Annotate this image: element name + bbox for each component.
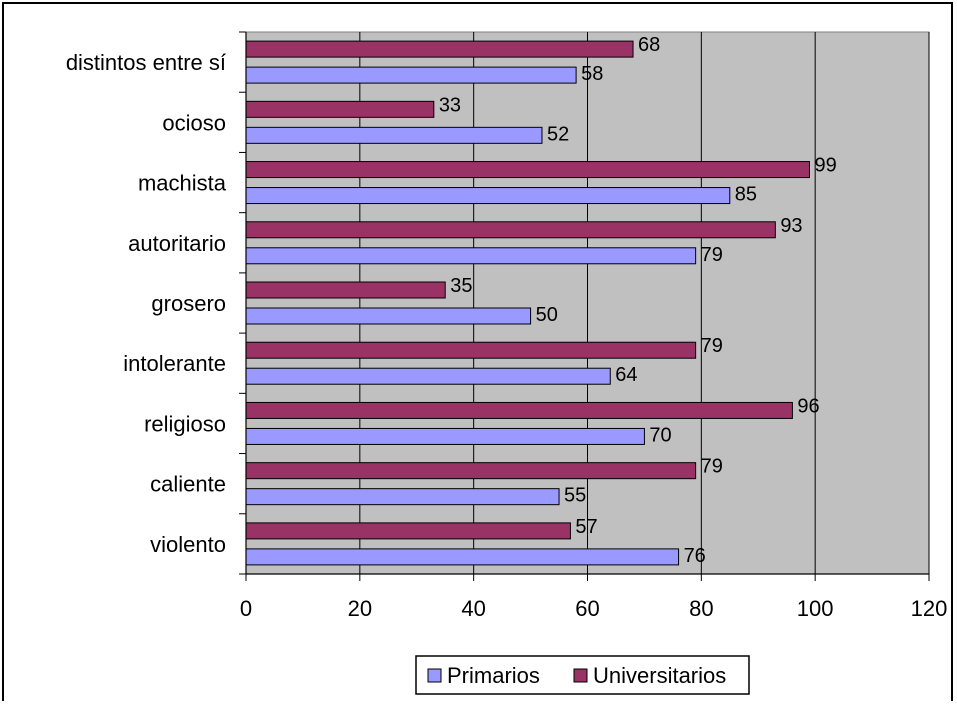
bar-primarios	[245, 427, 645, 445]
legend-swatch-primarios	[427, 668, 442, 683]
bar-universitarios	[245, 462, 697, 480]
data-label-primarios: 64	[615, 364, 637, 386]
data-label-universitarios: 68	[638, 34, 660, 56]
x-tick-label: 20	[348, 596, 372, 621]
category-label: religioso	[144, 411, 226, 436]
bar-primarios	[245, 126, 543, 144]
bar-universitarios	[245, 100, 435, 118]
bar-primarios	[245, 66, 577, 84]
bar-universitarios	[245, 401, 793, 419]
bar-universitarios	[245, 221, 776, 239]
bar-primarios	[245, 247, 697, 265]
data-label-universitarios: 79	[701, 456, 723, 478]
bar-chart: distintos entre sí ocioso machista autorita…	[66, 31, 947, 695]
data-label-primarios: 58	[581, 63, 603, 85]
category-label: grosero	[151, 291, 226, 316]
bar-primarios	[245, 307, 532, 325]
bar-primarios	[245, 367, 611, 385]
category-label: ocioso	[162, 110, 226, 135]
category-label: autoritario	[128, 231, 226, 256]
data-label-universitarios: 96	[797, 395, 819, 417]
x-tick-label: 100	[797, 596, 834, 621]
gridlines	[359, 32, 930, 574]
data-label-primarios: 79	[701, 244, 723, 266]
data-label-universitarios: 79	[701, 335, 723, 357]
x-tick-label: 120	[911, 596, 948, 621]
legend-swatch-universitarios	[573, 668, 588, 683]
category-label: intolerante	[123, 351, 226, 376]
bar-universitarios	[245, 161, 810, 179]
data-label-universitarios: 33	[439, 94, 461, 116]
x-tick-label: 80	[689, 596, 713, 621]
category-labels: distintos entre sí ocioso machista autorita…	[66, 50, 227, 557]
category-label: violento	[150, 532, 226, 557]
axes	[239, 31, 930, 581]
category-label: machista	[138, 171, 227, 196]
data-label-universitarios: 57	[575, 516, 597, 538]
bar-primarios	[245, 548, 680, 566]
data-label-primarios: 50	[536, 304, 558, 326]
data-label-primarios: 55	[564, 485, 586, 507]
tick-labels: 0 20 40 60 80 100 120	[240, 596, 947, 621]
x-tick-label: 40	[461, 596, 485, 621]
x-tick-label: 60	[575, 596, 599, 621]
data-label-primarios: 85	[735, 184, 757, 206]
bar-universitarios	[245, 40, 634, 58]
data-label-universitarios: 35	[450, 275, 472, 297]
data-label-primarios: 76	[684, 545, 706, 567]
bar-primarios	[245, 187, 731, 205]
data-label-universitarios: 99	[814, 155, 836, 177]
legend: Primarios Universitarios	[415, 655, 750, 695]
data-label-universitarios: 93	[780, 215, 802, 237]
legend-label-universitarios: Universitarios	[593, 663, 726, 688]
data-label-primarios: 70	[649, 424, 671, 446]
category-label: distintos entre sí	[66, 50, 226, 75]
bar-primarios	[245, 488, 560, 506]
bar-universitarios	[245, 341, 697, 359]
data-label-primarios: 52	[547, 123, 569, 145]
bar-universitarios	[245, 522, 571, 540]
bars	[245, 40, 810, 566]
x-tick-label: 0	[240, 596, 252, 621]
data-labels: 68 58 33 52 99 85 93 79 35 50 79 64 96 70 79 55 57 76	[439, 34, 837, 567]
bar-universitarios	[245, 281, 446, 299]
category-label: caliente	[150, 472, 226, 497]
legend-label-primarios: Primarios	[447, 663, 540, 688]
